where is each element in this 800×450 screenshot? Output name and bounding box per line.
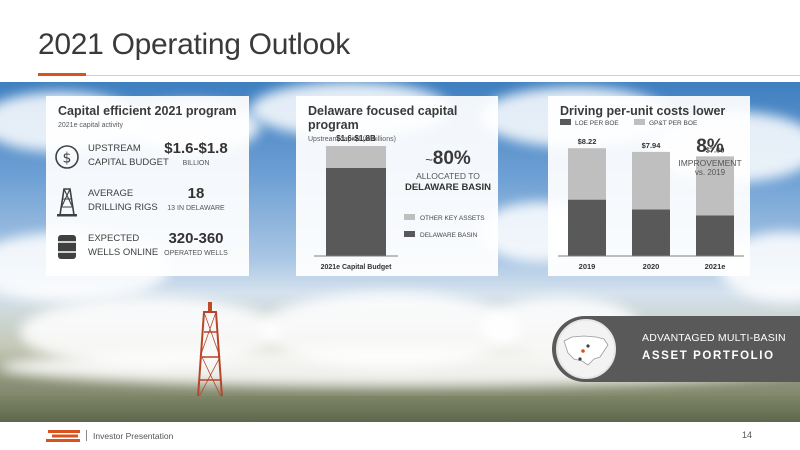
per-unit-costs-panel: Driving per-unit costs lower LOE PER BOE… [548,96,750,276]
drilling-rig-icon [57,188,77,217]
costs-legend-label-0: LOE PER BOE [575,120,619,127]
badge-line2: ASSET PORTFOLIO [642,350,775,362]
cost-bar-2021e-gpt [696,156,734,216]
ground-strip [0,396,800,422]
callout-value: 80% [432,148,471,169]
upstream-budget-note: BILLION [182,160,210,167]
capital-program-title: Capital efficient 2021 program [58,104,237,118]
cost-bar-2019-loe [568,199,606,256]
title-divider [38,75,800,76]
delaware-callout: ~80% ALLOCATED TO DELAWARE BASIN [402,148,494,193]
costs-legend-swatch-0 [560,119,571,125]
delaware-legend-label-1: DELAWARE BASIN [420,232,478,239]
callout-prefix: ~ [425,152,433,167]
cost-bar-2020-loe [632,209,670,256]
asset-portfolio-badge: ADVANTAGED MULTI-BASIN ASSET PORTFOLIO [552,316,800,382]
cost-x-tick-label: 2021e [705,262,726,271]
per-unit-costs-title: Driving per-unit costs lower [560,104,726,118]
company-logo-icon [46,430,80,442]
cost-x-tick-label: 2020 [643,262,660,271]
wells-online-note: OPERATED WELLS [164,250,228,257]
cost-bar-data-label: $7.60 [706,145,725,154]
capital-bar-delaware [326,168,386,256]
capital-program-subtitle: 2021e capital activity [58,122,123,129]
delaware-panel: Delaware focused capital program Upstrea… [296,96,498,276]
title-accent-bar [38,73,86,76]
improvement-line1: IMPROVEMENT [678,158,742,168]
footer-text: Investor Presentation [93,431,174,441]
improvement-line2: vs. 2019 [694,168,726,177]
upstream-budget-row: $ UPSTREAM CAPITAL BUDGET $1.6-$1.8 BILL… [54,138,241,178]
drilling-rigs-value: 18 [187,185,205,202]
wells-online-label: EXPECTED WELLS ONLINE [88,233,159,258]
cost-bar-data-label: $8.22 [578,137,597,146]
delaware-capital-chart: $1.6-$1.8B 2021e Capital Budget OTHER KEY … [314,134,485,271]
wells-online-value: 320-360 [168,230,224,247]
improvement-callout: 8% IMPROVEMENT vs. 2019 [674,136,746,177]
cost-bar-2021e-loe [696,215,734,256]
capital-program-panel: Capital efficient 2021 program 2021e cap… [46,96,249,276]
svg-text:$: $ [63,151,72,167]
cost-x-tick-label: 2019 [579,262,596,271]
drilling-rigs-row: AVERAGE DRILLING RIGS 18 13 IN DELAWARE [54,183,241,223]
upstream-budget-value: $1.6-$1.8 [164,140,228,157]
cost-bar-2019-gpt [568,148,606,200]
delaware-legend-label-0: OTHER KEY ASSETS [420,215,485,222]
capital-bar-other [326,146,386,168]
us-map-icon [556,319,616,379]
per-unit-costs-chart: LOE PER BOE GP&T PER BOE $8.22 2019 $7.94 202… [558,119,744,271]
wells-online-row: EXPECTED WELLS ONLINE 320-360 OPERATED W… [54,228,241,268]
drilling-rigs-label: AVERAGE DRILLING RIGS [88,188,158,213]
delaware-legend-swatch-0 [404,214,415,220]
improvement-value: 8% [696,136,724,157]
upstream-budget-label: UPSTREAM CAPITAL BUDGET [88,143,169,168]
slide-title: 2021 Operating Outlook [38,28,350,61]
capital-bar-data-label: $1.6-$1.8B [336,134,376,143]
delaware-title: Delaware focused capital program [308,104,458,132]
badge-line1: ADVANTAGED MULTI-BASIN [642,332,786,344]
callout-line2: DELAWARE BASIN [404,182,492,193]
delaware-legend-swatch-1 [404,231,415,237]
capital-x-label: 2021e Capital Budget [321,264,392,271]
footer-separator [86,430,87,441]
delaware-subtitle: Upstream capital (in billions) [308,136,396,143]
cost-bar-data-label: $7.94 [642,141,662,150]
cost-bar-2020-gpt [632,151,670,210]
costs-legend-swatch-1 [634,119,645,125]
barrel-icon [58,235,76,259]
callout-line1: ALLOCATED TO [416,171,480,181]
costs-legend-label-1: GP&T PER BOE [649,120,698,127]
drilling-rigs-note: 13 IN DELAWARE [167,205,225,212]
dollar-circle-icon: $ [55,145,79,169]
page-number: 14 [741,430,752,440]
